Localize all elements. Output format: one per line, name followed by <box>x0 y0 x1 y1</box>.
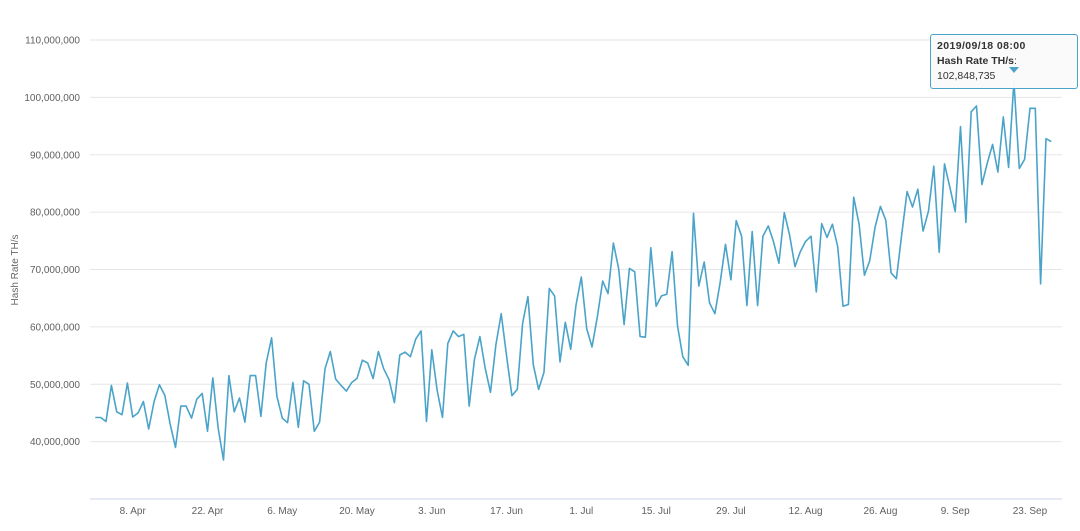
x-axis-tick-labels: 8. Apr 22. Apr 6. May 20. May 3. Jun 17. Jun 1… <box>120 506 1048 517</box>
x-tick-label: 12. Aug <box>789 506 823 517</box>
x-tick-label: 3. Jun <box>418 506 445 517</box>
y-tick-label: 100,000,000 <box>24 93 80 104</box>
tooltip-date: 2019/09/18 08:00 <box>937 40 1026 52</box>
x-tick-label: 1. Jul <box>569 506 593 517</box>
y-tick-label: 40,000,000 <box>30 437 80 448</box>
x-tick-label: 20. May <box>339 506 375 517</box>
tooltip-body: Hash Rate TH/s: 102,848,735 <box>937 55 1017 82</box>
x-tick-label: 6. May <box>267 506 297 517</box>
tooltip-pointer <box>1009 67 1019 73</box>
x-tick-label: 29. Jul <box>716 506 745 517</box>
x-tick-label: 22. Apr <box>192 506 224 517</box>
y-tick-label: 70,000,000 <box>30 265 80 276</box>
y-axis-label: Hash Rate TH/s <box>10 235 21 306</box>
y-axis-tick-labels: 40,000,000 50,000,000 60,000,000 70,000,000… <box>24 36 80 449</box>
series-hash-rate[interactable] <box>95 80 1052 461</box>
data-tooltip: 2019/09/18 08:00 Hash Rate TH/s: 102,848… <box>930 34 1078 89</box>
series-line-hash-rate[interactable] <box>95 80 1052 461</box>
gridlines <box>90 39 1062 443</box>
x-tick-label: 23. Sep <box>1013 506 1048 517</box>
x-tick-label: 8. Apr <box>120 506 147 517</box>
tooltip-series-name: Hash Rate TH/s <box>937 55 1015 67</box>
y-tick-label: 110,000,000 <box>25 36 80 47</box>
y-tick-label: 50,000,000 <box>30 380 80 391</box>
y-tick-label: 60,000,000 <box>30 322 80 333</box>
x-tick-label: 17. Jun <box>490 506 523 517</box>
x-tick-label: 15. Jul <box>641 506 670 517</box>
x-tick-label: 9. Sep <box>941 506 970 517</box>
y-tick-label: 90,000,000 <box>30 150 80 161</box>
x-tick-label: 26. Aug <box>863 506 897 517</box>
tooltip-value: 102,848,735 <box>937 70 996 82</box>
y-tick-label: 80,000,000 <box>30 208 80 219</box>
